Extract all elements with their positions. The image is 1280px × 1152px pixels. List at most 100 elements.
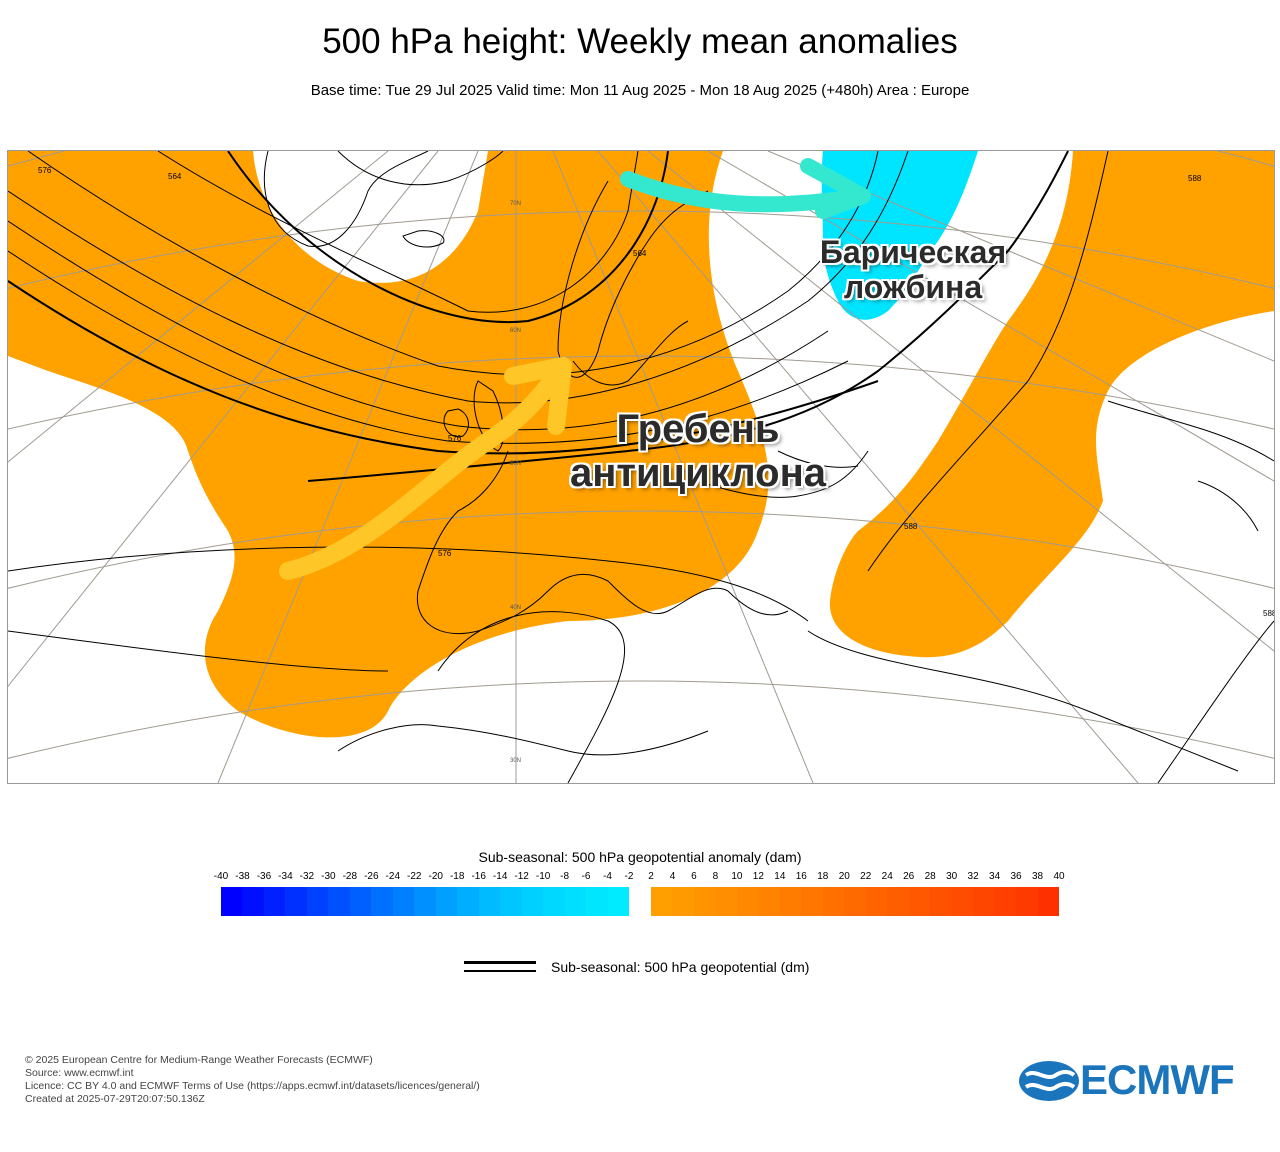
colorbar-tick-label: -30 bbox=[321, 871, 336, 882]
colorbar-segment bbox=[371, 887, 394, 916]
colorbar-segment bbox=[758, 887, 781, 916]
contour-label: 576 bbox=[448, 434, 462, 443]
footer-created: Created at 2025-07-29T20:07:50.136Z bbox=[25, 1093, 205, 1105]
footer-copyright: © 2025 European Centre for Medium-Range … bbox=[25, 1054, 373, 1066]
positive-anomaly-west bbox=[8, 151, 769, 738]
colorbar-tick-label: 20 bbox=[838, 871, 850, 882]
colorbar-tick-label: -38 bbox=[235, 871, 250, 882]
colorbar-segment bbox=[951, 887, 974, 916]
colorbar-tick-label: 6 bbox=[691, 871, 697, 882]
colorbar-tick-label: 40 bbox=[1053, 871, 1065, 882]
anomaly-map: 576 564 576 564 576 588 588 588 70N 60N … bbox=[7, 150, 1275, 784]
contour-legend-label: Sub-seasonal: 500 hPa geopotential (dm) bbox=[551, 959, 810, 975]
colorbar-segment bbox=[414, 887, 437, 916]
lat-label: 70N bbox=[510, 201, 521, 207]
footer-source: Source: www.ecmwf.int bbox=[25, 1067, 134, 1079]
contour-label: 576 bbox=[438, 549, 452, 558]
colorbar-segment bbox=[736, 887, 759, 916]
ecmwf-logo-icon bbox=[1019, 1061, 1079, 1101]
colorbar-segment bbox=[887, 887, 910, 916]
contour-label: 576 bbox=[38, 166, 52, 175]
colorbar-segment bbox=[478, 887, 501, 916]
colorbar-segment bbox=[586, 887, 609, 916]
contour-label: 564 bbox=[633, 249, 647, 258]
positive-anomaly-east bbox=[829, 151, 1274, 658]
height-contours bbox=[8, 151, 1274, 783]
colorbar-segment bbox=[242, 887, 265, 916]
colorbar-tick-label: 2 bbox=[648, 871, 654, 882]
colorbar-tick-label: 22 bbox=[860, 871, 872, 882]
trough-label-line1: Барическая bbox=[819, 234, 1007, 270]
colorbar-segment bbox=[521, 887, 544, 916]
colorbar-segment bbox=[543, 887, 566, 916]
colorbar-segment bbox=[672, 887, 695, 916]
ridge-annotation: Гребень антициклона bbox=[543, 407, 853, 495]
colorbar-segment bbox=[285, 887, 308, 916]
colorbar-tick-label: 10 bbox=[731, 871, 743, 882]
contour-legend-line bbox=[464, 961, 536, 964]
colorbar-tick-label: 4 bbox=[669, 871, 676, 882]
colorbar-segment bbox=[994, 887, 1017, 916]
colorbar-segment bbox=[651, 887, 673, 916]
ecmwf-logo-text: ECMWF bbox=[1080, 1056, 1235, 1103]
colorbar-tick-label: -22 bbox=[407, 871, 422, 882]
trough-annotation: Барическая ложбина bbox=[798, 234, 1028, 306]
colorbar-segment bbox=[715, 887, 738, 916]
ridge-label-line2: антициклона bbox=[570, 451, 826, 495]
colorbar-segment bbox=[822, 887, 845, 916]
colorbar-segment bbox=[349, 887, 372, 916]
colorbar-segment bbox=[328, 887, 351, 916]
colorbar-tick-label: 36 bbox=[1010, 871, 1022, 882]
contour-label: 588 bbox=[1188, 174, 1202, 183]
colorbar-segment bbox=[908, 887, 931, 916]
colorbar-segment bbox=[801, 887, 824, 916]
footer-licence: Licence: CC BY 4.0 and ECMWF Terms of Us… bbox=[25, 1080, 480, 1092]
graticule bbox=[8, 151, 1274, 783]
colorbar-tick-label: -6 bbox=[581, 871, 591, 882]
colorbar-tick-label: -12 bbox=[514, 871, 529, 882]
colorbar-segment bbox=[435, 887, 458, 916]
colorbar-segment bbox=[693, 887, 716, 916]
ecmwf-logo: ECMWF bbox=[1018, 1056, 1258, 1103]
colorbar-segment bbox=[865, 887, 888, 916]
lat-label: 60N bbox=[510, 328, 521, 334]
colorbar-negative bbox=[221, 887, 630, 916]
colorbar-tick-label: -2 bbox=[624, 871, 634, 882]
colorbar-segment bbox=[500, 887, 523, 916]
contour-label: 588 bbox=[904, 522, 918, 531]
colorbar-segment bbox=[607, 887, 630, 916]
colorbar-tick-label: -20 bbox=[428, 871, 443, 882]
colorbar-tick-label: 34 bbox=[989, 871, 1001, 882]
chart-subtitle: Base time: Tue 29 Jul 2025 Valid time: M… bbox=[310, 82, 970, 99]
colorbar-tick-label: 38 bbox=[1031, 871, 1044, 882]
colorbar-segment bbox=[844, 887, 867, 916]
footer-credits: © 2025 European Centre for Medium-Range … bbox=[25, 1054, 480, 1106]
map-canvas: 576 564 576 564 576 588 588 588 70N 60N … bbox=[8, 151, 1274, 783]
colorbar-segment bbox=[1016, 887, 1039, 916]
colorbar-segment bbox=[221, 887, 243, 916]
lat-label: 30N bbox=[510, 758, 521, 764]
colorbar-tick-label: 32 bbox=[967, 871, 979, 882]
colorbar-tick-label: 30 bbox=[946, 871, 958, 882]
colorbar-tick-label: -24 bbox=[385, 871, 401, 882]
colorbar-tick-label: -16 bbox=[471, 871, 486, 882]
colorbar-tick-label: -4 bbox=[603, 871, 612, 882]
colorbar-tick-label: -18 bbox=[449, 871, 465, 882]
colorbar-tick-label: -40 bbox=[213, 871, 229, 882]
contour-labels: 576 564 576 564 576 588 588 588 bbox=[38, 166, 1274, 618]
colorbar-tick-labels: -40 -38 -36 -34 -32 -30 -28 -26 -24 -22 -20 -18 -16-… bbox=[0, 871, 1280, 885]
lat-label: 40N bbox=[510, 605, 521, 611]
latitude-labels: 70N 60N 50N 40N 30N bbox=[510, 201, 521, 764]
lat-label: 50N bbox=[510, 461, 521, 467]
contour-legend-line-thin bbox=[464, 970, 536, 972]
colorbar-tick-label: 12 bbox=[752, 871, 764, 882]
colorbar-segment bbox=[263, 887, 286, 916]
colorbar-tick-label: -8 bbox=[560, 871, 570, 882]
trough-arrow bbox=[620, 158, 871, 219]
colorbar-tick-label: -10 bbox=[535, 871, 551, 882]
colorbar-segment bbox=[457, 887, 480, 916]
colorbar-title: Sub-seasonal: 500 hPa geopotential anoma… bbox=[478, 849, 802, 865]
trough-label-line2: ложбина bbox=[843, 269, 983, 306]
chart-title: 500 hPa height: Weekly mean anomalies bbox=[322, 22, 958, 61]
colorbar-tick-label: 24 bbox=[881, 871, 893, 882]
